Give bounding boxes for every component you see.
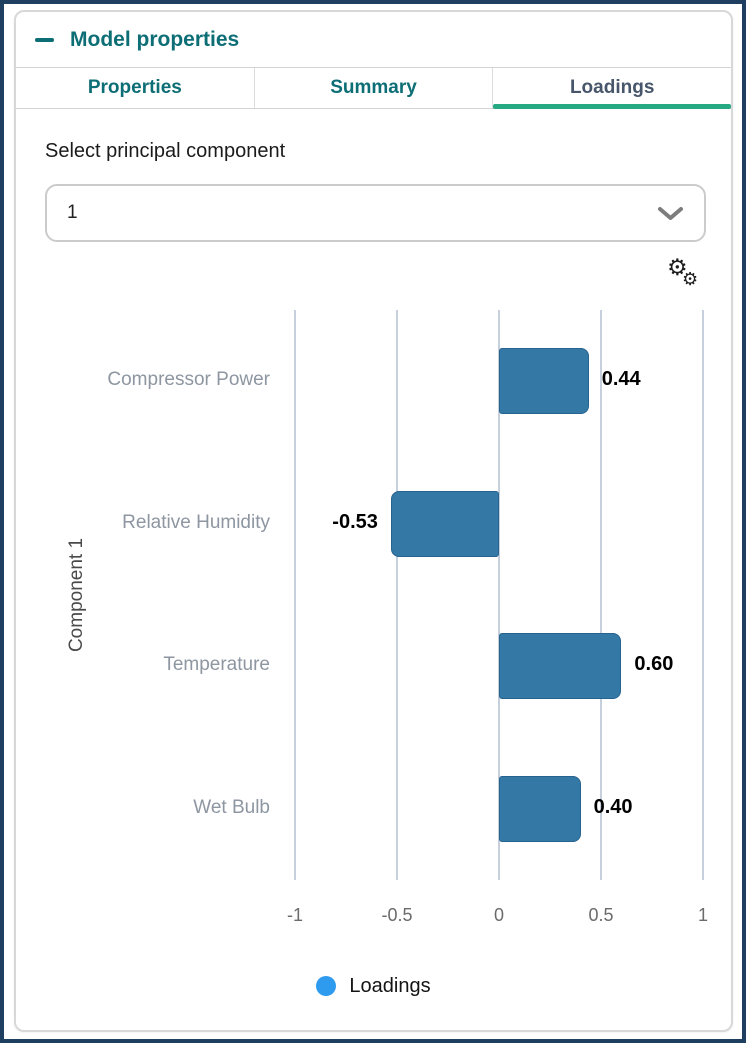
tab-bar: Properties Summary Loadings	[16, 67, 732, 109]
pc-select-dropdown[interactable]: 1	[45, 184, 706, 242]
gridline	[702, 310, 704, 880]
tab-summary[interactable]: Summary	[253, 68, 493, 108]
legend-item-loadings[interactable]: Loadings	[316, 974, 431, 998]
select-pc-label: Select principal component	[45, 140, 286, 162]
x-tick-label: 0.5	[588, 905, 614, 925]
tab-properties[interactable]: Properties	[16, 68, 254, 108]
minus-icon	[34, 37, 54, 42]
panel-header: Model properties	[16, 12, 731, 67]
x-tick-label: -0.5	[381, 905, 413, 925]
chart-legend: Loadings	[16, 972, 731, 1000]
chevron-down-icon	[657, 205, 684, 222]
x-tick-label: 1	[697, 905, 708, 925]
category-label: Relative Humidity	[122, 511, 270, 533]
tab-loadings[interactable]: Loadings	[492, 68, 732, 109]
gear-icon: ⚙	[667, 254, 688, 280]
tab-properties-label: Properties	[87, 77, 182, 98]
value-label: 0.44	[601, 368, 641, 391]
x-tick-label: -1	[286, 905, 303, 925]
category-label: Temperature	[163, 654, 270, 676]
category-label: Wet Bulb	[193, 796, 270, 818]
chart-settings-button[interactable]: ⚙ ⚙	[667, 256, 707, 298]
chart-bar	[499, 348, 589, 415]
circle-icon	[316, 976, 337, 996]
x-tick-label: 0	[493, 905, 504, 925]
value-label: 0.60	[634, 653, 674, 676]
gridline	[396, 310, 398, 880]
gridline	[294, 310, 296, 880]
gear-icon: ⚙	[682, 269, 699, 289]
legend-label: Loadings	[349, 974, 431, 997]
value-label: 0.40	[593, 795, 633, 818]
chart-bar	[499, 775, 581, 842]
category-label: Compressor Power	[107, 369, 270, 391]
loadings-chart: Component 1 -1 -0.5 0 0.5 1 Compressor Power 0…	[16, 12, 731, 1030]
gridline	[600, 310, 602, 880]
gridline	[498, 310, 500, 880]
collapse-button[interactable]	[33, 29, 55, 51]
panel-title: Model properties	[70, 27, 240, 51]
tab-loadings-label: Loadings	[569, 77, 655, 98]
chart-bar	[499, 633, 622, 700]
value-label: -0.53	[332, 510, 378, 533]
chart-bar	[390, 490, 499, 557]
pc-select-value: 1	[67, 202, 78, 223]
model-properties-card: Model properties Properties Summary Load…	[14, 10, 733, 1032]
active-tab-indicator	[493, 104, 732, 109]
tab-summary-label: Summary	[330, 77, 417, 98]
